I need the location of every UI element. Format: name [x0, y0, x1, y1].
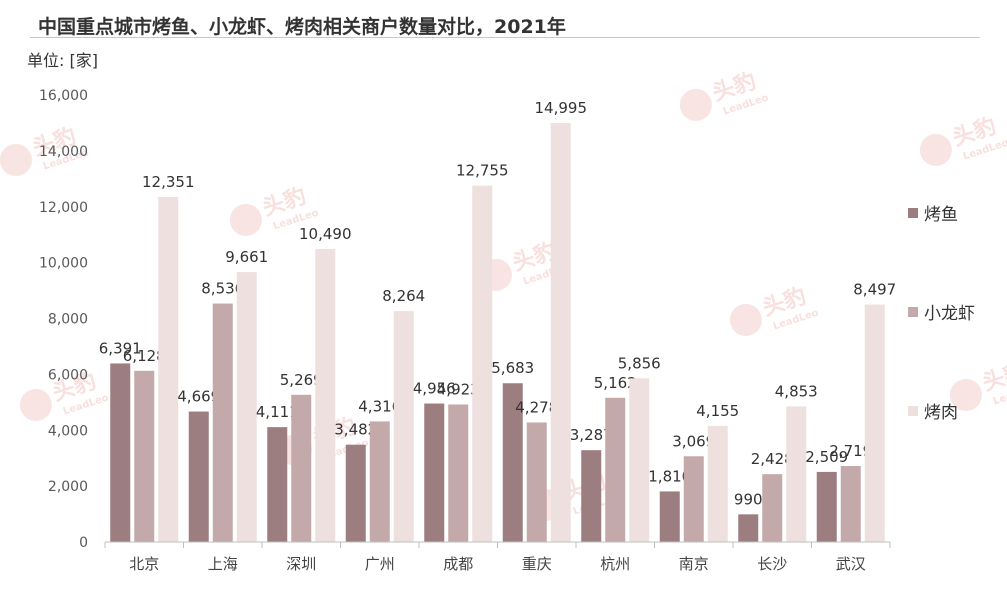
bar-1-7 [683, 456, 704, 542]
bar-2-7 [707, 425, 728, 542]
bar-1-4 [448, 404, 469, 542]
bar-0-2 [267, 427, 288, 542]
bar-2-8 [786, 406, 807, 542]
x-tick-label: 广州 [365, 555, 395, 573]
bar-0-8 [738, 514, 759, 542]
bar-1-2 [291, 394, 312, 542]
bar-2-2 [315, 248, 336, 543]
data-label: 1,810 [648, 467, 691, 485]
bar-1-8 [762, 474, 783, 542]
x-tick-label: 深圳 [286, 555, 316, 573]
data-label: 4,853 [775, 382, 818, 400]
legend-swatch-1 [908, 307, 918, 317]
bar-2-9 [864, 304, 885, 542]
x-tick-label: 武汉 [836, 555, 866, 573]
data-label: 8,264 [382, 287, 425, 305]
bar-1-6 [605, 397, 626, 542]
data-label: 5,856 [618, 354, 661, 372]
data-label: 4,956 [413, 380, 456, 398]
data-label: 2,719 [829, 442, 872, 460]
bar-2-1 [236, 272, 257, 542]
data-label: 2,428 [751, 450, 794, 468]
bar-1-3 [369, 421, 390, 542]
svg-text:头豹: 头豹 [979, 358, 1007, 396]
data-label: 8,497 [853, 281, 896, 299]
data-label: 9,661 [225, 248, 268, 266]
y-tick-label: 6,000 [48, 367, 88, 383]
y-tick-label: 4,000 [48, 423, 88, 439]
y-tick-label: 0 [79, 535, 88, 551]
y-tick-label: 10,000 [39, 256, 88, 272]
bar-1-5 [526, 422, 547, 542]
bar-1-0 [134, 370, 155, 542]
data-label: 8,536 [201, 280, 244, 298]
bar-1-9 [840, 466, 861, 542]
y-tick-label: 8,000 [48, 312, 88, 328]
y-tick-label: 2,000 [48, 479, 88, 495]
x-tick-label: 杭州 [600, 555, 630, 573]
data-label: 990 [734, 490, 763, 508]
x-tick-label: 北京 [129, 555, 159, 573]
data-label: 3,287 [570, 426, 613, 444]
legend-label-0: 烤鱼 [924, 205, 958, 225]
legend-swatch-0 [908, 208, 918, 218]
y-tick-label: 12,000 [39, 200, 88, 216]
bar-2-0 [158, 196, 179, 542]
legend-swatch-2 [908, 406, 918, 416]
y-tick-label: 16,000 [39, 88, 88, 104]
data-label: 3,069 [672, 432, 715, 450]
data-label: 6,391 [99, 339, 142, 357]
data-label: 10,490 [299, 225, 352, 243]
data-label: 4,278 [515, 398, 558, 416]
unit-label: 单位: [家] [27, 51, 98, 70]
bar-1-1 [212, 303, 233, 542]
bar-0-9 [816, 471, 837, 542]
bar-0-5 [502, 383, 523, 542]
data-label: 4,669 [177, 388, 220, 406]
title-divider [30, 37, 980, 38]
chart-title: 中国重点城市烤鱼、小龙虾、烤肉相关商户数量对比，2021年 [38, 16, 566, 38]
data-label: 5,269 [280, 371, 323, 389]
data-label: 6,128 [123, 347, 166, 365]
x-tick-label: 成都 [443, 555, 473, 573]
bar-0-4 [424, 403, 445, 542]
bar-0-1 [188, 411, 209, 542]
legend-label-2: 烤肉 [924, 403, 958, 423]
legend-label-1: 小龙虾 [924, 304, 975, 324]
x-tick-label: 南京 [679, 555, 709, 573]
data-label: 2,509 [805, 448, 848, 466]
data-label: 4,155 [696, 402, 739, 420]
bar-0-3 [345, 444, 366, 542]
data-label: 4,923 [437, 380, 480, 398]
data-label: 4,111 [256, 403, 299, 421]
bar-2-4 [472, 185, 493, 543]
bar-0-7 [659, 491, 680, 542]
y-tick-label: 14,000 [39, 144, 88, 160]
data-label: 3,482 [334, 421, 377, 439]
bar-0-0 [110, 363, 131, 542]
data-label: 12,351 [142, 173, 195, 191]
x-tick-label: 重庆 [522, 555, 552, 573]
data-label: 14,995 [535, 99, 588, 117]
bar-2-6 [629, 378, 650, 542]
data-label: 5,683 [491, 359, 534, 377]
bar-0-6 [581, 450, 602, 542]
data-label: 12,755 [456, 162, 509, 180]
x-tick-label: 长沙 [757, 555, 787, 573]
data-label: 5,162 [594, 374, 637, 392]
data-label: 4,316 [358, 397, 401, 415]
bar-2-3 [393, 311, 414, 542]
bar-2-5 [550, 123, 571, 543]
x-tick-label: 上海 [208, 555, 238, 573]
